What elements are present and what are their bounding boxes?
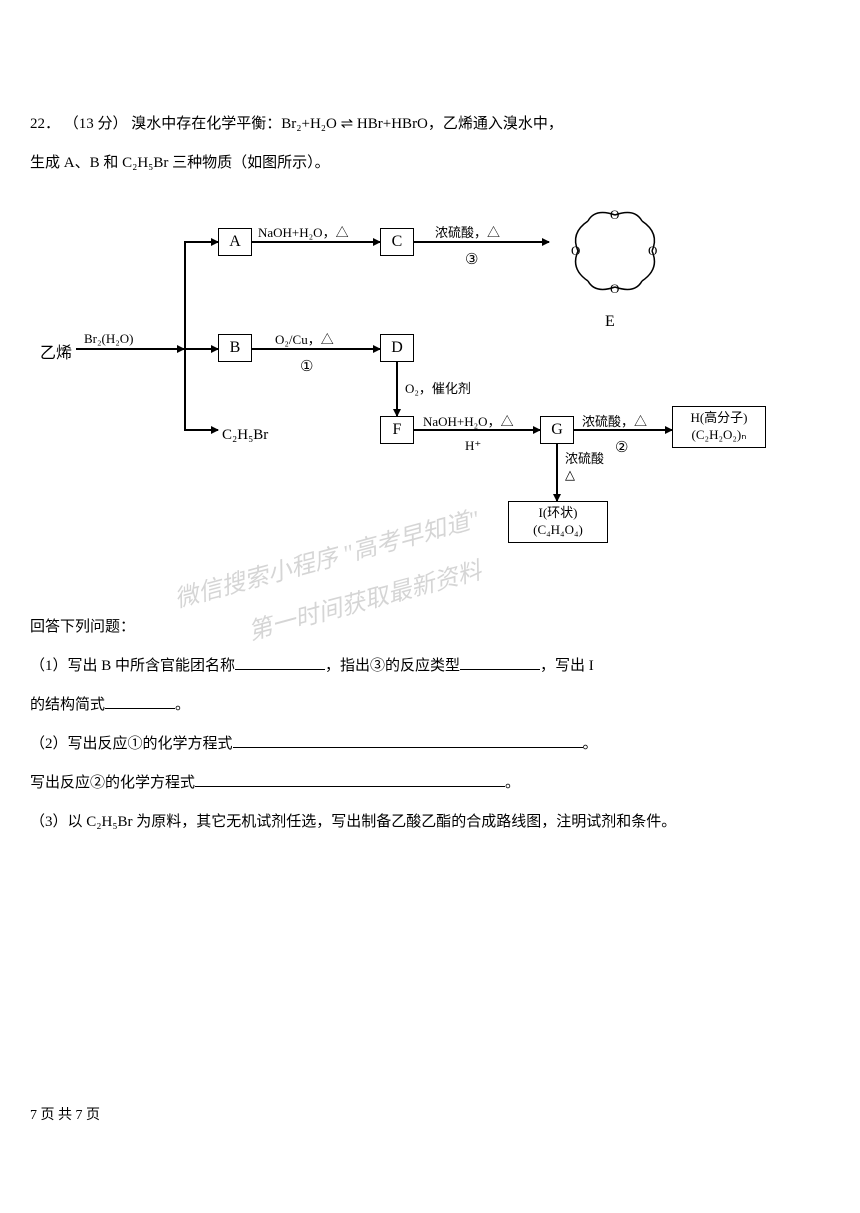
node-c: C: [380, 228, 414, 256]
page-footer: 7 页 共 7 页: [30, 1102, 830, 1130]
svg-text:O: O: [610, 281, 619, 296]
node-a: A: [218, 228, 252, 256]
node-h: H(高分子)(C₂H₂O₂)ₙ: [672, 406, 766, 448]
arrow-to-b: [184, 348, 218, 350]
q2a: （2）写出反应①的化学方程式。: [30, 725, 830, 764]
blank-4: [233, 747, 583, 748]
label-c-e-top: 浓硫酸，△: [435, 220, 500, 246]
blank-5: [195, 786, 505, 787]
q1-cont: 的结构简式。: [30, 686, 830, 725]
label-a-c: NaOH+H₂O，△: [258, 220, 349, 246]
node-b: B: [218, 334, 252, 362]
question-points: （13 分）: [64, 116, 128, 132]
label-g-h-top: 浓硫酸，△: [582, 409, 647, 435]
e-label: E: [605, 306, 615, 338]
branch-line: [184, 241, 186, 430]
blank-1: [235, 669, 325, 670]
start-node: 乙烯: [40, 338, 72, 370]
question-intro: 22． （13 分） 溴水中存在化学平衡：Br₂+H₂O ⇌ HBr+HBrO，…: [30, 105, 830, 144]
arrow-d-f: [396, 362, 398, 416]
label-g-h-bot: ②: [615, 433, 628, 463]
blank-3: [105, 708, 175, 709]
intro-line2: 生成 A、B 和 C₂H₅Br 三种物质（如图所示）。: [30, 144, 830, 183]
q2b: 写出反应②的化学方程式。: [30, 764, 830, 803]
label-b-d-bot: ①: [300, 352, 313, 382]
node-g: G: [540, 416, 574, 444]
label-g-i: 浓硫酸△: [565, 451, 604, 482]
structure-e-svg: O O O O: [560, 203, 670, 303]
arrow-to-a: [184, 241, 218, 243]
arrow-g-i: [556, 444, 558, 501]
node-d: D: [380, 334, 414, 362]
q1: （1）写出 B 中所含官能团名称，指出③的反应类型，写出 I: [30, 647, 830, 686]
blank-2: [460, 669, 540, 670]
svg-text:O: O: [571, 243, 580, 258]
arrow-to-c2h5br: [184, 429, 218, 431]
answer-prompt: 回答下列问题：: [30, 608, 830, 647]
label-c-e-bot: ③: [465, 245, 478, 275]
node-f: F: [380, 416, 414, 444]
node-i: I(环状)(C₄H₄O₄): [508, 501, 608, 543]
c2h5br-node: C₂H₅Br: [222, 420, 268, 450]
question-number: 22．: [30, 116, 60, 132]
reaction-flowchart: 乙烯 Br₂(H₂O) C₂H₅Br A NaOH+H₂O，△ C 浓硫酸，△ …: [40, 198, 760, 543]
label-b-d-top: O₂/Cu，△: [275, 327, 334, 353]
label-f-g-top: NaOH+H₂O，△: [423, 409, 514, 435]
label-d-f: O₂，催化剂: [405, 376, 471, 402]
start-reagent: Br₂(H₂O): [84, 326, 134, 352]
label-f-g-bot: H⁺: [465, 433, 481, 459]
q3: （3）以 C₂H₅Br 为原料，其它无机试剂任选，写出制备乙酸乙酯的合成路线图，…: [30, 803, 830, 842]
svg-text:O: O: [610, 207, 619, 222]
svg-text:O: O: [648, 243, 657, 258]
intro-1: 溴水中存在化学平衡：Br₂+H₂O ⇌ HBr+HBrO，乙烯通入溴水中，: [131, 116, 563, 132]
